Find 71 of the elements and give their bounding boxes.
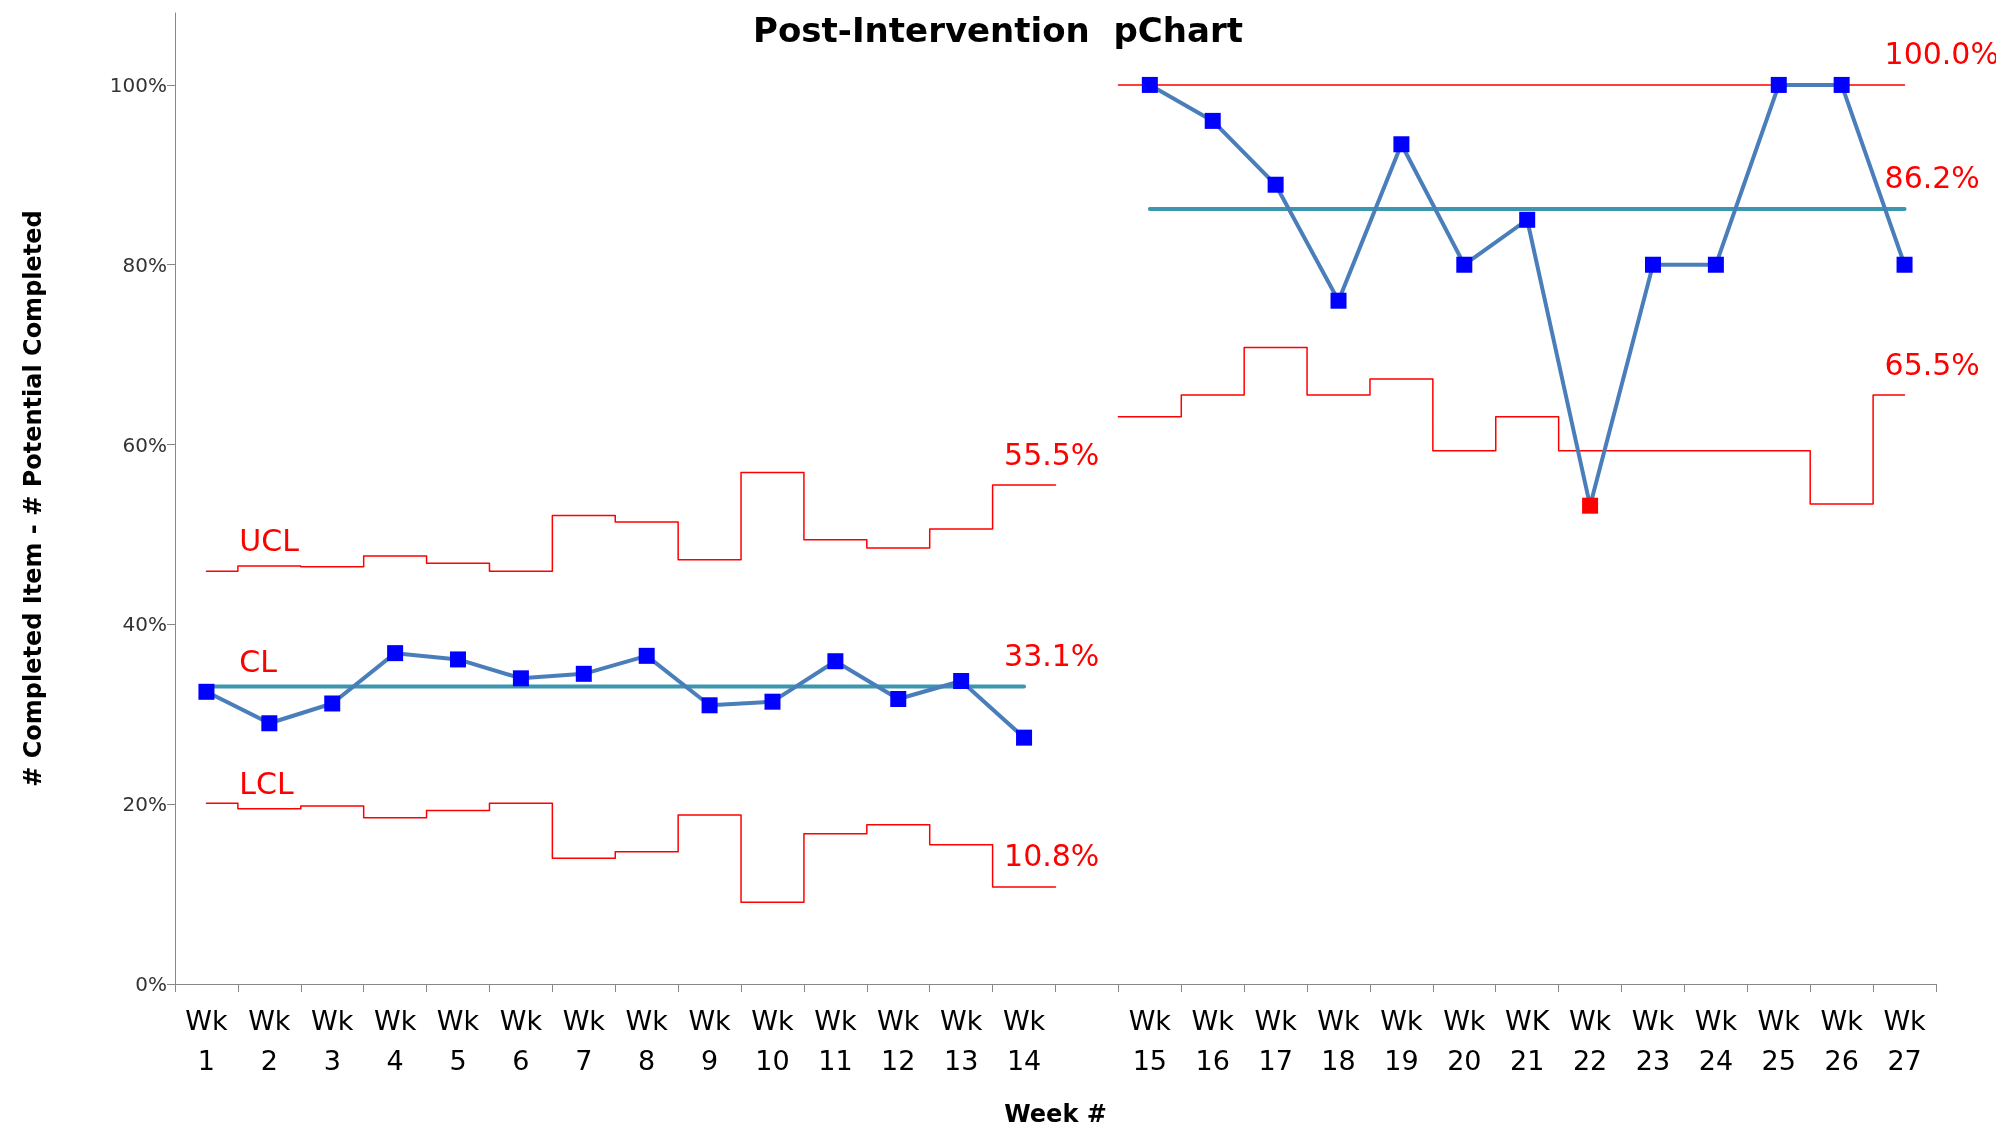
point [890,690,907,707]
annotation: LCL [239,766,294,802]
annotation: 10.8% [1004,838,1100,874]
x-tick-label: Wk 17 [1254,1004,1298,1076]
x-tick-label: Wk 7 [562,1004,606,1076]
y-tick-label: 20% [122,792,167,817]
point [1519,211,1536,228]
x-tick-label: Wk 19 [1380,1004,1423,1076]
x-tick-label: Wk 13 [939,1004,983,1076]
y-tick-label: 80% [122,252,167,277]
point [764,693,781,710]
y-axis-title: # Completed Item - # Potential Completed [19,210,47,787]
x-tick-label: Wk 18 [1317,1004,1361,1076]
point [1833,76,1850,93]
point [827,653,844,670]
x-tick-label: Wk 23 [1631,1004,1675,1076]
x-tick-label: Wk 15 [1128,1004,1172,1076]
x-tick-label: Wk 2 [248,1004,291,1076]
y-tick-label: 60% [122,432,167,457]
point [1456,256,1473,273]
point [198,683,215,700]
x-tick-label: Wk 25 [1757,1004,1801,1076]
y-tick-label: 0% [135,972,167,996]
x-tick-label: Wk 10 [751,1004,795,1076]
x-tick-label: Wk 4 [373,1004,417,1076]
x-tick-label: Wk 22 [1568,1004,1612,1076]
point [1204,112,1221,129]
annotation: 55.5% [1004,436,1100,472]
point [1770,76,1787,93]
x-tick-label: Wk 16 [1191,1004,1235,1076]
point [1016,729,1033,746]
x-tick-label: Wk 5 [436,1004,480,1076]
point [1330,292,1347,309]
point [512,670,529,687]
point [575,665,592,682]
x-tick-label: Wk 8 [625,1004,669,1076]
point [1896,256,1913,273]
point [1393,136,1410,153]
point [324,695,341,712]
x-tick-label: WK 21 [1504,1004,1551,1076]
point [1644,256,1661,273]
x-tick-label: Wk 1 [185,1004,228,1076]
x-tick-label: Wk 9 [688,1004,732,1076]
x-tick-label: Wk 20 [1443,1004,1486,1076]
point [1707,256,1724,273]
x-tick-label: Wk 24 [1694,1004,1738,1076]
annotation: 86.2% [1884,160,1980,196]
annotation: UCL [239,523,300,559]
x-tick-label: Wk 12 [877,1004,920,1076]
x-tick-label: Wk 14 [1002,1004,1046,1076]
point [261,715,278,732]
x-axis-title: Week # [1004,1100,1107,1128]
point [701,697,718,714]
point [450,651,467,668]
point [387,645,404,662]
x-tick-label: Wk 27 [1883,1004,1927,1076]
chart-title: Post-Intervention pChart [753,10,1243,50]
annotation: 33.1% [1004,637,1100,673]
x-tick-label: Wk 3 [311,1004,354,1076]
x-tick-label: Wk 11 [814,1004,857,1076]
annotation: CL [239,643,278,679]
x-tick-label: Wk 6 [499,1004,543,1076]
y-tick-label: 40% [122,612,167,637]
point [1141,76,1158,93]
y-tick-label: 100% [109,72,167,97]
point [953,673,970,690]
point [1582,497,1599,514]
point [1267,176,1284,193]
annotation: 65.5% [1884,346,1980,382]
x-tick-label: Wk 26 [1820,1004,1864,1076]
point [638,647,655,664]
